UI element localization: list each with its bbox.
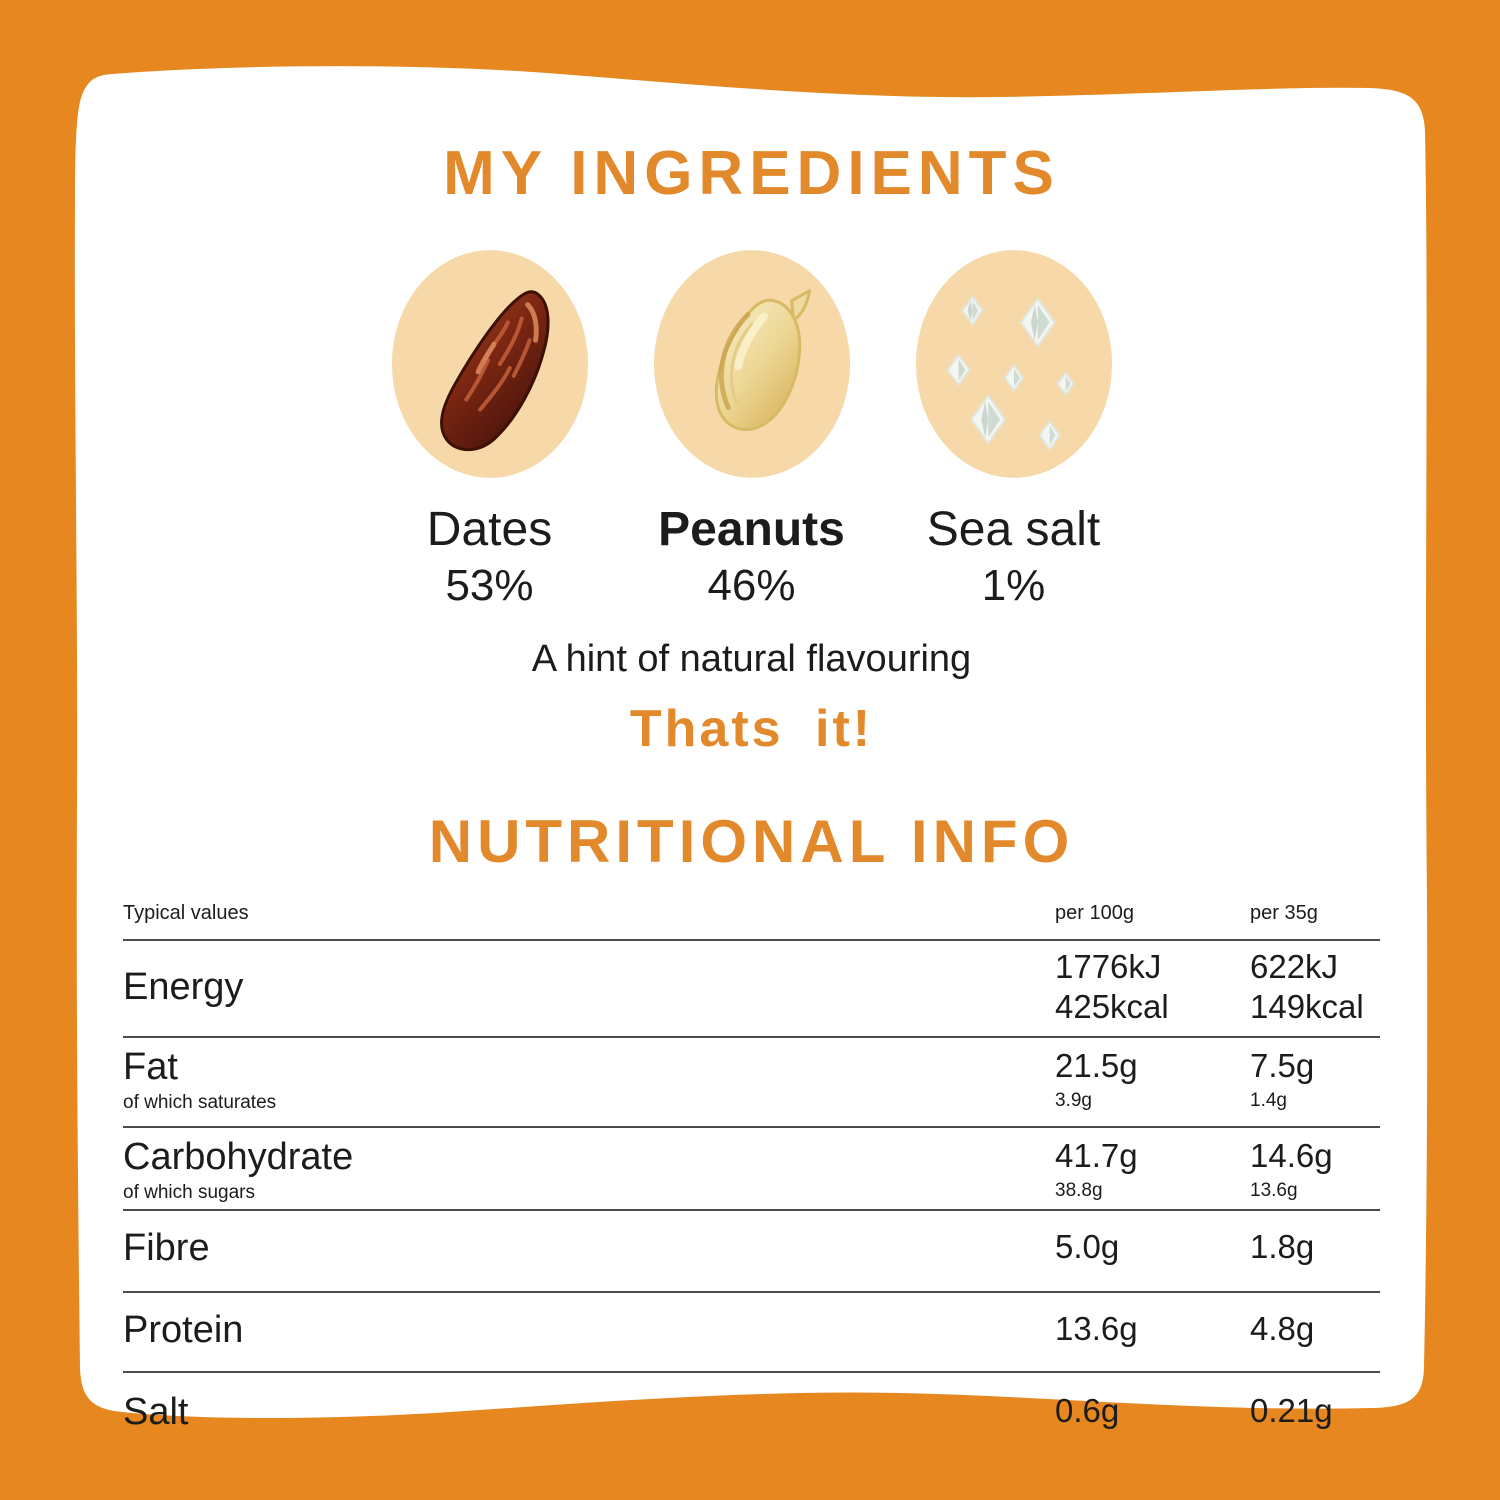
nutrition-table: Typical values per 100g per 35g Energy 1… [123,902,1380,1435]
row-value-per-100g: 5.0g [1055,1228,1120,1266]
ingredient-percent: 53% [445,561,534,611]
row-value-per-35g: 1.8g [1250,1228,1315,1266]
row-value-per-100g: 1776kJ 425kcal [1055,947,1169,1026]
row-label: Protein [123,1309,244,1352]
peanut-icon [653,249,851,479]
row-value-per-35g: 14.6g 13.6g [1250,1136,1333,1201]
row-value-per-100g: 0.6g [1055,1391,1120,1429]
header-per-100g: per 100g [1055,901,1134,924]
row-label-group: Carbohydrate of which sugars [123,1135,354,1203]
ingredient-name: Peanuts [658,503,845,556]
row-label: Salt [123,1390,189,1433]
nutrition-table-header: Typical values per 100g per 35g [123,902,1380,939]
row-label-group: Fat of which saturates [123,1046,277,1114]
row-value-per-100g: 21.5g 3.9g [1055,1047,1138,1112]
row-label: Energy [123,965,244,1008]
ingredient-percent: 1% [981,561,1046,611]
nutrition-title: NUTRITIONAL INFO [428,807,1075,875]
header-per-35g: per 35g [1250,901,1318,924]
date-icon [391,249,589,479]
header-typical-values: Typical values [123,901,249,924]
row-value-per-35g: 7.5g 1.4g [1250,1047,1315,1112]
flavouring-note: A hint of natural flavouring [531,637,972,680]
ingredient-peanuts: Peanuts 46% [652,249,852,610]
tagline: Thats it! [629,699,874,758]
row-label: Fibre [123,1227,210,1270]
table-row-fat: Fat of which saturates 21.5g 3.9g 7.5g 1… [123,1036,1380,1126]
table-row-protein: Protein 13.6g 4.8g [123,1291,1380,1371]
sea-salt-icon [915,249,1113,479]
table-row-salt: Salt 0.6g 0.21g [123,1370,1380,1435]
label-content: MY INGREDIENTS [75,68,1428,1435]
ingredient-dates: Dates 53% [390,249,590,610]
ingredient-name: Sea salt [926,503,1101,556]
ingredient-name: Dates [426,503,553,556]
row-value-per-100g: 13.6g [1055,1310,1138,1348]
row-value-per-100g: 41.7g 38.8g [1055,1136,1138,1201]
row-value-per-35g: 622kJ 149kcal [1250,947,1364,1026]
row-value-per-35g: 0.21g [1250,1391,1333,1429]
ingredients-row: Dates 53% [75,249,1428,610]
table-row-energy: Energy 1776kJ 425kcal 622kJ 149kcal [123,938,1380,1037]
ingredients-title: MY INGREDIENTS [443,139,1060,208]
row-value-per-35g: 4.8g [1250,1310,1315,1348]
table-row-carbohydrate: Carbohydrate of which sugars 41.7g 38.8g… [123,1125,1380,1210]
ingredient-percent: 46% [707,561,796,611]
ingredient-sea-salt: Sea salt 1% [914,249,1114,610]
table-row-fibre: Fibre 5.0g 1.8g [123,1209,1380,1291]
